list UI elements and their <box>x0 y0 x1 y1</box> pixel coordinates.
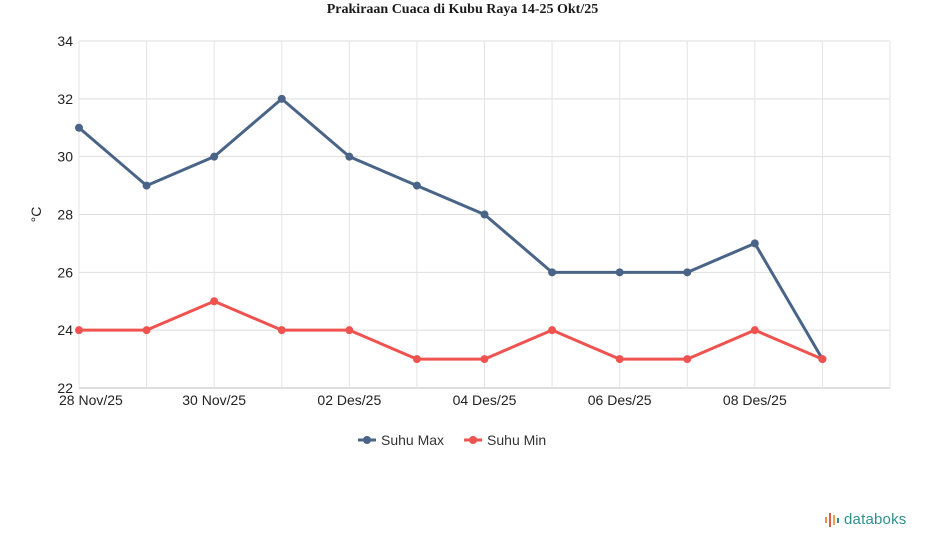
series-line <box>78 97 824 360</box>
x-tick-label: 08 Des/25 <box>723 392 787 408</box>
x-tick-label: 30 Nov/25 <box>182 392 246 408</box>
y-tick-label: 22 <box>57 380 73 396</box>
data-point <box>480 355 489 364</box>
data-point <box>210 152 219 161</box>
legend-swatch-dot <box>363 436 371 444</box>
series-line <box>79 299 824 361</box>
legend-item[interactable]: Suhu Max <box>358 432 444 448</box>
legend[interactable]: Suhu Max Suhu Min <box>358 432 546 448</box>
chart-title: Prakiraan Cuaca di Kubu Raya 14-25 Okt/2… <box>326 2 599 17</box>
data-point <box>142 181 151 190</box>
data-point <box>75 123 83 132</box>
databoks-logo-icon <box>824 510 842 528</box>
data-point <box>277 326 286 335</box>
x-tick-label: 28 Nov/25 <box>59 392 123 408</box>
legend-swatch-dot <box>469 436 478 444</box>
data-point <box>683 268 692 277</box>
y-tick-label: 30 <box>57 149 73 165</box>
y-tick-label: 24 <box>57 322 73 338</box>
y-tick-label: 28 <box>57 207 73 223</box>
data-point <box>818 355 827 364</box>
data-point <box>412 181 421 190</box>
x-axis-ticks: 28 Nov/25 30 Nov/25 02 Des/25 04 Des/25 06 D… <box>59 392 787 408</box>
brand-name: databoks <box>844 510 907 528</box>
data-point <box>277 94 286 103</box>
data-point <box>750 326 759 335</box>
data-point <box>75 326 83 335</box>
data-point <box>548 326 557 335</box>
data-point <box>142 326 151 335</box>
data-point <box>412 355 421 364</box>
x-tick-label: 06 Des/25 <box>588 392 652 408</box>
series-suhu-max <box>75 94 827 364</box>
legend-label: Suhu Min <box>487 432 546 448</box>
y-axis-ticks: 22 24 26 28 30 32 34 <box>57 33 73 396</box>
x-tick-label: 04 Des/25 <box>453 392 517 408</box>
series-suhu-min <box>75 297 827 364</box>
y-tick-label: 26 <box>57 264 73 280</box>
data-point <box>615 268 624 277</box>
data-point <box>683 355 692 364</box>
y-tick-label: 34 <box>57 33 73 49</box>
legend-label: Suhu Max <box>381 432 444 448</box>
data-point <box>345 152 354 161</box>
x-tick-label: 02 Des/25 <box>317 392 381 408</box>
brand-logo[interactable]: databoks <box>824 509 906 529</box>
data-point <box>615 355 624 364</box>
legend-item[interactable]: Suhu Min <box>464 432 546 448</box>
data-point <box>548 268 557 277</box>
data-point <box>345 326 354 335</box>
data-point <box>750 239 759 248</box>
data-point <box>210 297 219 306</box>
data-point <box>480 210 489 219</box>
y-tick-label: 32 <box>57 91 73 107</box>
y-axis-title: °C <box>28 207 44 223</box>
series-layer <box>75 94 827 364</box>
